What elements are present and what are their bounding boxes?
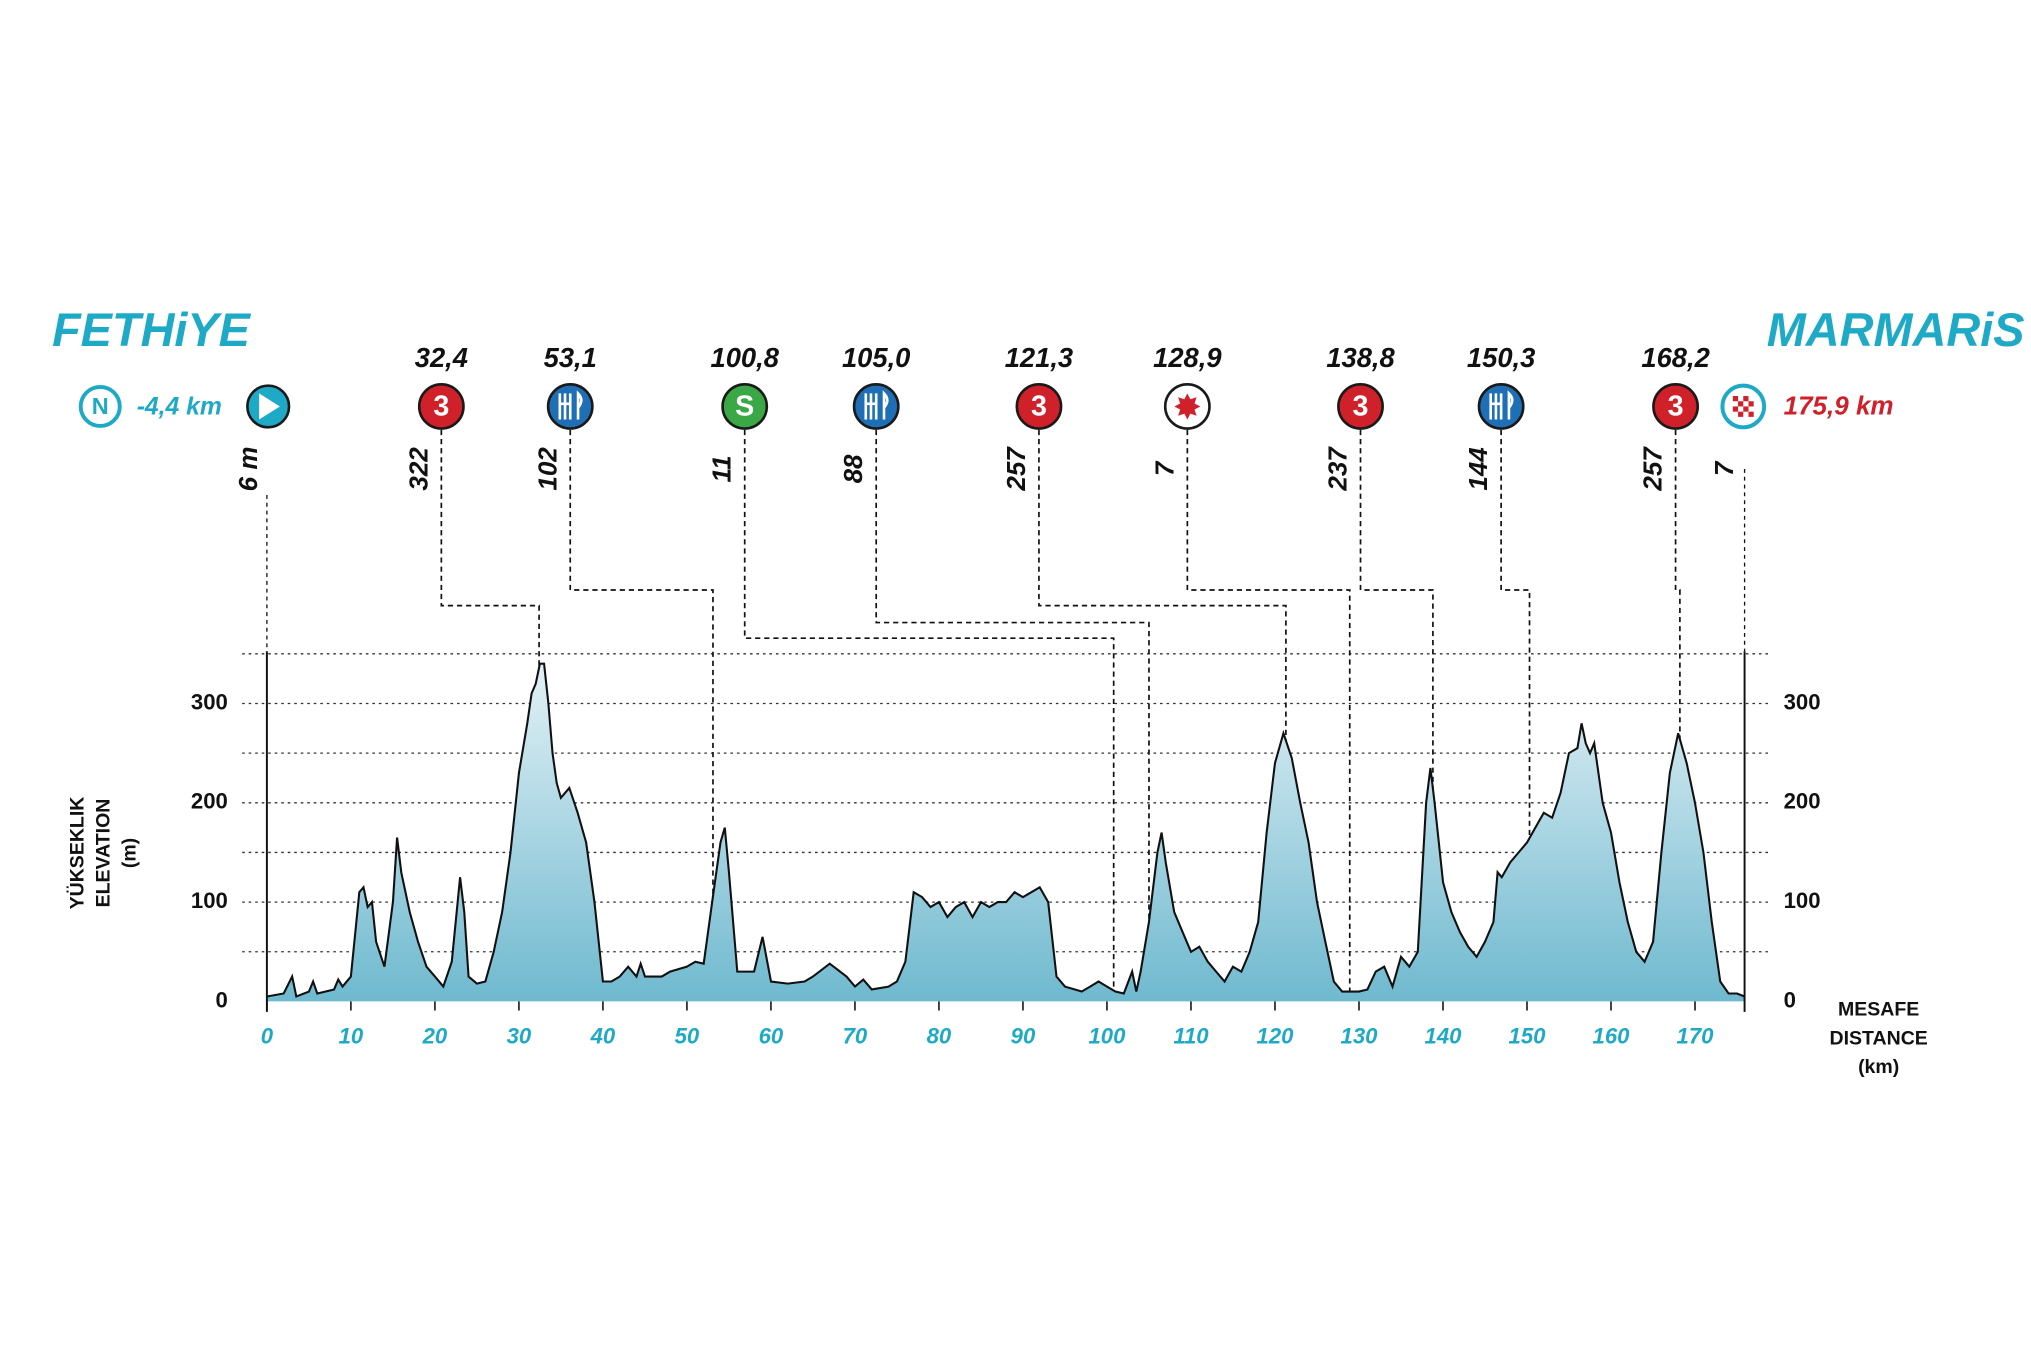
x-tick-label: 10	[339, 1024, 364, 1049]
x-tick-label: 130	[1341, 1024, 1379, 1049]
marker-km: 105,0	[842, 342, 910, 373]
knife	[1507, 390, 1514, 420]
marker-km: 168,2	[1641, 342, 1709, 373]
fork-knife	[864, 390, 889, 420]
x-tick-label: 120	[1257, 1024, 1295, 1049]
start-town: FETHiYE	[52, 304, 252, 356]
bonus-star	[1174, 393, 1201, 420]
marker-line	[569, 429, 714, 897]
start-badge-circle	[78, 384, 122, 428]
y-tick-label-right: 100	[1784, 888, 1821, 913]
y-tick-label-right: 0	[1784, 987, 1796, 1012]
x-label: MESAFE	[1838, 999, 1919, 1021]
marker-icon	[417, 383, 465, 430]
fork	[558, 393, 572, 420]
x-tick-label: 170	[1677, 1024, 1715, 1049]
marker-line	[1500, 429, 1531, 839]
fork-knife	[558, 390, 583, 420]
marker-km: 53,1	[544, 342, 597, 373]
finish-icon	[1720, 383, 1767, 430]
marker-elevation: 257	[1638, 446, 1668, 492]
marker-km: 100,8	[711, 342, 780, 373]
marker-icon	[1337, 383, 1384, 430]
finish-town: MARMARiS	[1767, 304, 2025, 356]
y-tick-label-right: 300	[1784, 689, 1821, 714]
marker-elevation: 11	[707, 455, 737, 482]
y-tick-label: 100	[191, 888, 228, 913]
x-tick-label: 110	[1173, 1024, 1209, 1049]
y-label: (m)	[118, 838, 140, 868]
marker-elevation: 88	[838, 454, 868, 483]
x-tick-label: 40	[590, 1024, 616, 1049]
x-label: (km)	[1858, 1056, 1899, 1078]
x-tick-label: 160	[1593, 1024, 1631, 1049]
x-tick-label: 100	[1089, 1024, 1127, 1049]
y-tick-label: 200	[191, 789, 228, 814]
marker-elevation: 144	[1463, 447, 1493, 491]
x-tick-label: 30	[507, 1024, 532, 1049]
x-tick-label: 20	[422, 1024, 448, 1049]
marker-line	[1359, 429, 1434, 789]
marker-elevation: 257	[1001, 446, 1031, 492]
y-tick-label: 0	[216, 987, 228, 1012]
knife	[882, 390, 889, 420]
marker-line	[743, 429, 1115, 991]
finish-km: 175,9 km	[1784, 391, 1894, 421]
fork	[1489, 393, 1503, 420]
x-tick-label: 150	[1509, 1024, 1547, 1049]
y-tick-label-right: 200	[1784, 789, 1821, 814]
y-label: ELEVATION	[92, 799, 114, 908]
y-tick-label: 300	[191, 689, 228, 714]
marker-km: 150,3	[1467, 342, 1535, 373]
elevation-area	[266, 663, 1745, 1002]
marker-elevation: 7	[1149, 460, 1179, 476]
marker-icon	[721, 383, 769, 430]
fork	[864, 393, 878, 420]
marker-km: 32,4	[415, 342, 468, 373]
marker-icon	[1652, 383, 1700, 430]
finish-elevation: 7	[1709, 460, 1739, 476]
start-km: -4,4 km	[137, 393, 222, 420]
marker-elevation: 102	[532, 447, 562, 491]
marker-line	[1186, 429, 1351, 992]
marker-line	[440, 429, 540, 668]
marker-icon	[1015, 383, 1063, 430]
marker-km: 138,8	[1326, 342, 1395, 373]
x-tick-label: 80	[927, 1024, 952, 1049]
y-label: YÜKSEKLIK	[65, 797, 88, 910]
marker-badge: 3	[1353, 390, 1369, 422]
marker-elevation: 322	[403, 447, 433, 491]
start-elevation: 6 m	[233, 447, 263, 492]
marker-badge: 3	[1668, 390, 1684, 422]
marker-km: 128,9	[1153, 342, 1222, 373]
marker-badge: 3	[1031, 390, 1047, 422]
x-tick-label: 50	[675, 1024, 700, 1049]
x-tick-label: 90	[1011, 1024, 1036, 1049]
checker	[1732, 396, 1754, 417]
x-axis-title: MESAFE DISTANCE (km)	[1830, 999, 1928, 1078]
marker-line	[875, 429, 1150, 922]
marker-line	[1674, 429, 1681, 740]
knife	[576, 390, 583, 420]
x-tick-label: 0	[261, 1024, 274, 1049]
start-badge: N	[92, 393, 109, 419]
start-play	[259, 393, 280, 420]
x-tick-label: 70	[843, 1024, 868, 1049]
marker-line	[1038, 429, 1287, 741]
fork-knife	[1489, 390, 1514, 420]
marker-badge: S	[735, 390, 754, 422]
x-tick-label: 60	[759, 1024, 784, 1049]
marker-km: 121,3	[1005, 342, 1073, 373]
marker-elevation: 237	[1323, 446, 1353, 492]
x-label: DISTANCE	[1830, 1027, 1928, 1049]
x-tick-label: 140	[1425, 1024, 1463, 1049]
marker-badge: 3	[433, 390, 449, 422]
y-axis-title: YÜKSEKLIK ELEVATION (m)	[65, 797, 140, 910]
elevation-line	[266, 662, 1745, 998]
